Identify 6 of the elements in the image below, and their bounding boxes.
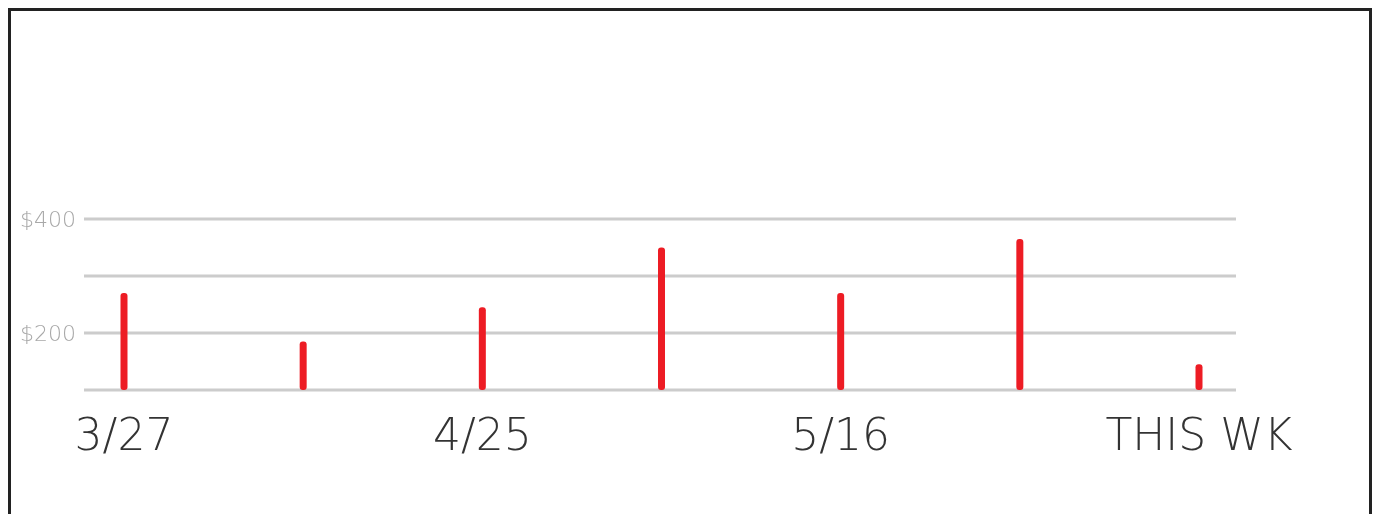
x-tick-label: THIS WK (1105, 408, 1293, 460)
x-tick-label: 3/27 (74, 408, 174, 460)
y-tick-label: $400 (20, 206, 76, 232)
x-tick-label: 4/25 (432, 408, 532, 460)
x-tick-label: 5/16 (791, 408, 891, 460)
y-tick-label: $200 (20, 320, 76, 346)
